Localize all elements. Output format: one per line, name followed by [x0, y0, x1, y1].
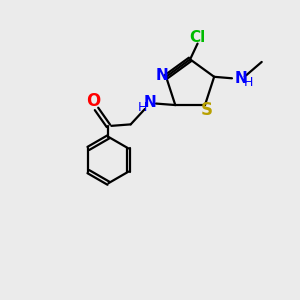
Text: O: O: [86, 92, 101, 110]
Text: S: S: [200, 101, 212, 119]
Text: H: H: [244, 76, 253, 89]
Text: H: H: [137, 101, 147, 114]
Text: N: N: [234, 71, 247, 86]
Text: Cl: Cl: [189, 30, 206, 45]
Text: N: N: [144, 95, 156, 110]
Text: N: N: [155, 68, 168, 83]
